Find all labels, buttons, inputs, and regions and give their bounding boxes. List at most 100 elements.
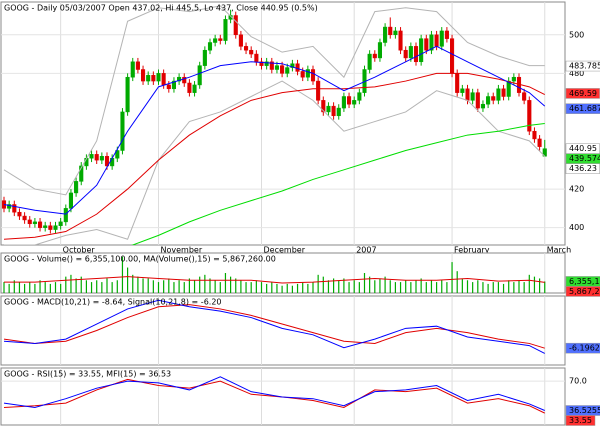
indicator-line xyxy=(3,299,545,354)
panel xyxy=(0,1,566,246)
candle-body xyxy=(12,204,17,213)
volume-bar xyxy=(137,276,139,293)
x-tick-label: October xyxy=(63,246,96,255)
volume-bar xyxy=(54,282,57,293)
candle-body xyxy=(491,96,496,101)
volume-bar xyxy=(518,280,520,293)
volume-bar xyxy=(410,282,412,293)
candle-body xyxy=(74,181,79,194)
volume-bar xyxy=(173,282,175,293)
volume-bar xyxy=(317,274,319,293)
candle-body xyxy=(511,76,516,82)
indicator-line xyxy=(3,5,545,196)
candle-body xyxy=(347,96,352,105)
candle-body xyxy=(151,75,156,82)
volume-bar xyxy=(492,282,494,293)
volume-bar xyxy=(60,283,62,293)
volume-bar xyxy=(255,280,257,293)
candle-body xyxy=(486,96,491,105)
panel xyxy=(0,295,566,366)
panel-title: GOOG - MACD(10,21) = -8.64, Signal(10,21… xyxy=(4,298,222,307)
candle-body xyxy=(444,30,449,39)
volume-bar xyxy=(224,273,227,293)
value-label: 33.55 xyxy=(569,416,592,425)
volume-bar xyxy=(533,276,536,293)
candle-body xyxy=(130,61,135,78)
candle-body xyxy=(259,61,264,66)
indicator-line xyxy=(3,376,545,411)
volume-bar xyxy=(80,276,82,293)
volume-bar xyxy=(441,280,443,293)
volume-bar xyxy=(250,282,252,293)
volume-bar xyxy=(266,283,268,293)
candle-body xyxy=(94,154,99,161)
volume-bar xyxy=(430,280,433,293)
volume-bar xyxy=(116,280,118,293)
candle-body xyxy=(357,92,362,101)
volume-bar xyxy=(271,282,273,293)
volume-bar xyxy=(291,285,293,293)
candle-body xyxy=(156,73,161,82)
candle-body xyxy=(171,80,176,90)
y-tick-label: 480 xyxy=(569,69,584,78)
value-label-box xyxy=(565,286,600,297)
volume-bar xyxy=(472,282,474,293)
candle-body xyxy=(331,105,336,117)
y-tick-label: 500 xyxy=(569,30,584,39)
volume-bar xyxy=(296,283,299,293)
candle-body xyxy=(496,88,501,101)
volume-bar xyxy=(544,281,546,293)
candle-body xyxy=(393,30,398,36)
candle-body xyxy=(424,38,429,51)
volume-bar xyxy=(111,282,113,293)
candle-body xyxy=(450,38,455,74)
volume-bar xyxy=(363,273,366,293)
candle-body xyxy=(419,38,424,63)
volume-bar xyxy=(415,280,417,293)
value-label-box xyxy=(565,415,596,426)
volume-bar xyxy=(338,280,340,293)
candle-body xyxy=(522,92,527,101)
candle-body xyxy=(383,26,388,43)
candle-body xyxy=(115,150,120,159)
candle-body xyxy=(146,75,151,82)
panel-title: GOOG - Volume() = 6,355,100.00, MA(Volum… xyxy=(4,255,276,264)
candle-body xyxy=(439,30,444,47)
candle-body xyxy=(295,63,300,72)
candle-body xyxy=(244,46,249,51)
volume-bar xyxy=(369,276,371,293)
value-label-box xyxy=(565,342,600,354)
plot-area xyxy=(1,2,565,245)
candle-body xyxy=(104,156,110,167)
candle-body xyxy=(532,130,537,140)
candle-body xyxy=(27,219,32,225)
candle-body xyxy=(403,49,408,59)
volume-bar xyxy=(193,280,196,293)
volume-bar xyxy=(487,283,489,293)
candle-body xyxy=(254,53,259,63)
candle-body xyxy=(341,96,346,109)
x-tick-label: February xyxy=(454,246,490,255)
volume-bar xyxy=(13,280,15,293)
volume-bar xyxy=(85,280,87,293)
plot-area xyxy=(3,296,546,365)
candle-body xyxy=(336,107,341,117)
volume-bar xyxy=(235,278,237,293)
candle-body xyxy=(182,76,187,84)
candle-body xyxy=(388,26,393,36)
volume-bar xyxy=(178,280,180,293)
candle-body xyxy=(398,30,403,51)
volume-bar xyxy=(209,278,211,293)
y-tick-label: 70.0 xyxy=(569,377,587,386)
value-label: 6,355,100 xyxy=(569,277,600,286)
candle-body xyxy=(17,211,22,217)
candle-body xyxy=(377,42,382,59)
indicator-line xyxy=(3,304,545,349)
candle-body xyxy=(527,100,532,132)
volume-bar xyxy=(214,280,216,293)
x-tick-label: December xyxy=(264,246,306,255)
panel xyxy=(0,252,566,294)
candle-body xyxy=(187,82,192,93)
candle-body xyxy=(537,138,542,147)
volume-bar xyxy=(286,283,288,293)
